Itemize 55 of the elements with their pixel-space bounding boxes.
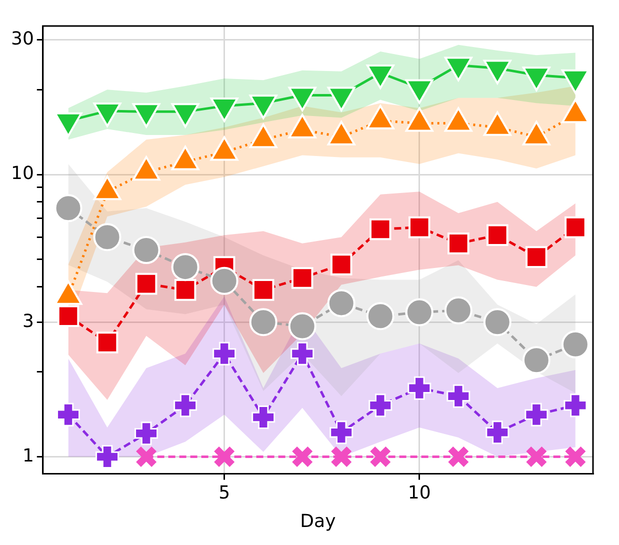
point xyxy=(446,384,470,408)
point xyxy=(174,279,196,301)
point xyxy=(57,305,80,328)
point xyxy=(368,394,392,418)
point xyxy=(93,223,122,252)
point xyxy=(486,420,510,444)
point xyxy=(134,422,158,446)
point xyxy=(213,445,236,468)
point xyxy=(96,444,120,468)
y-tick-label: 1 xyxy=(22,445,34,466)
point xyxy=(564,394,588,418)
point xyxy=(448,232,470,254)
point xyxy=(174,394,198,418)
point xyxy=(212,342,236,366)
point xyxy=(366,302,394,330)
point xyxy=(330,445,353,468)
point xyxy=(210,266,238,295)
point xyxy=(522,346,550,374)
point xyxy=(96,332,118,354)
point xyxy=(171,253,200,282)
point xyxy=(525,445,548,468)
x-tick-label: 5 xyxy=(218,482,230,504)
point xyxy=(252,406,276,430)
point xyxy=(288,312,316,340)
point xyxy=(408,216,430,238)
point xyxy=(291,445,314,468)
point xyxy=(249,308,278,336)
point xyxy=(252,279,274,301)
point xyxy=(447,445,470,468)
point xyxy=(291,267,314,289)
point xyxy=(54,194,82,222)
point xyxy=(405,298,434,326)
point xyxy=(564,445,587,468)
y-tick-label: 10 xyxy=(11,163,34,184)
point xyxy=(290,342,314,366)
point xyxy=(327,289,356,318)
point xyxy=(132,236,160,264)
point xyxy=(369,445,392,468)
y-tick-label: 30 xyxy=(11,28,34,50)
point xyxy=(56,402,80,426)
point xyxy=(524,402,548,426)
point xyxy=(408,376,432,400)
point xyxy=(564,216,586,238)
point xyxy=(135,272,158,295)
point xyxy=(330,254,352,276)
point xyxy=(483,308,512,336)
point xyxy=(561,330,590,358)
point xyxy=(369,218,392,240)
point xyxy=(444,296,472,324)
point xyxy=(135,445,158,468)
point xyxy=(330,420,354,444)
x-axis-title: Day xyxy=(300,510,336,532)
point xyxy=(486,224,508,246)
point xyxy=(526,246,548,268)
y-tick-label: 3 xyxy=(22,310,34,332)
